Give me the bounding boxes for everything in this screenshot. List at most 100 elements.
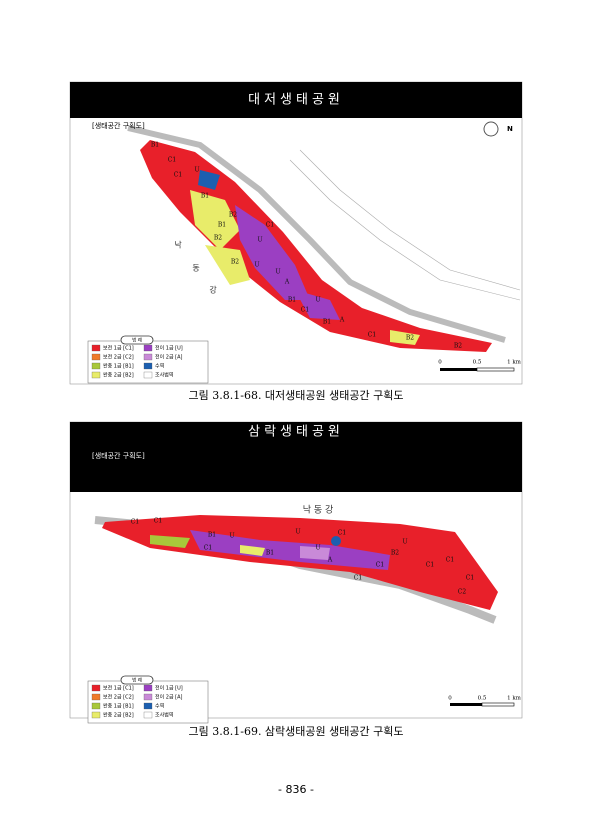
map-label: C1 bbox=[154, 518, 162, 525]
scale-label: 0.5 bbox=[473, 360, 482, 366]
map-label: A bbox=[284, 279, 290, 286]
map-label: B2 bbox=[406, 335, 414, 342]
figure-caption: 그림 3.8.1-69. 삼락생태공원 생태공간 구획도 bbox=[189, 725, 404, 738]
map-label: B2 bbox=[214, 235, 222, 242]
map-label: C1 bbox=[131, 519, 139, 526]
map-label: B2 bbox=[391, 550, 399, 557]
scale-label: 1 km bbox=[507, 360, 522, 366]
map-label: C1 bbox=[174, 172, 182, 179]
map-label: B1 bbox=[208, 532, 216, 539]
scale-label: 0 bbox=[438, 360, 442, 366]
page-number: - 836 - bbox=[278, 783, 314, 796]
river-label: 강 bbox=[209, 285, 217, 295]
legend-swatch bbox=[91, 371, 101, 379]
map-label: C2 bbox=[458, 589, 467, 596]
legend-label: 전이 1급 [U] bbox=[155, 345, 183, 352]
map-label: B2 bbox=[454, 343, 462, 350]
figure-subtitle: [생태공간 구획도] bbox=[92, 121, 145, 130]
legend-swatch bbox=[91, 693, 101, 701]
legend-label: 완충 2급 [B2] bbox=[103, 372, 134, 379]
map-label: B1 bbox=[266, 550, 274, 557]
map-label: B2 bbox=[229, 212, 237, 219]
map-label: U bbox=[275, 269, 280, 276]
map-label: C1 bbox=[446, 557, 454, 564]
map-label: C1 bbox=[204, 545, 212, 552]
scale-bar bbox=[481, 702, 515, 707]
legend-swatch bbox=[91, 711, 101, 719]
scale-bar bbox=[476, 367, 515, 372]
map-label: C1 bbox=[338, 530, 346, 537]
river-label: 동 bbox=[192, 264, 199, 273]
legend-swatch bbox=[143, 711, 153, 719]
legend-swatch bbox=[91, 353, 101, 361]
figure-header: 삼락생태공원 bbox=[248, 425, 344, 440]
legend-swatch bbox=[91, 684, 101, 692]
legend-title-box bbox=[120, 335, 154, 345]
map-label: C1 bbox=[466, 575, 474, 582]
compass-label: N bbox=[507, 125, 513, 133]
map-label: U bbox=[315, 545, 320, 552]
legend-label: 보전 1급 [C1] bbox=[103, 685, 134, 692]
figure-header-bar bbox=[70, 422, 522, 492]
river-label: 낙 동 강 bbox=[303, 505, 334, 516]
map-label: C1 bbox=[368, 332, 376, 339]
scale-bar bbox=[440, 368, 477, 371]
map-label: U bbox=[257, 237, 262, 244]
map-label: U bbox=[194, 167, 199, 174]
legend-label: 수역 bbox=[155, 703, 164, 710]
legend-swatch bbox=[91, 702, 101, 710]
legend-title: 범 례 bbox=[132, 337, 142, 344]
map bbox=[127, 125, 521, 352]
legend-swatch bbox=[143, 362, 153, 370]
legend-swatch bbox=[143, 702, 153, 710]
legend-swatch bbox=[91, 362, 101, 370]
compass bbox=[483, 121, 499, 137]
legend-swatch bbox=[91, 344, 101, 352]
river-label: 낙 bbox=[174, 240, 182, 250]
map-label: U bbox=[402, 539, 407, 546]
legend-swatch bbox=[143, 693, 153, 701]
scale-label: 0.5 bbox=[478, 696, 487, 702]
scale-bar bbox=[450, 703, 482, 706]
map-label: B1 bbox=[323, 319, 331, 326]
map-label: U bbox=[254, 262, 259, 269]
legend-label: 전이 1급 [U] bbox=[155, 685, 183, 692]
legend-label: 보전 2급 [C2] bbox=[103, 354, 134, 361]
map-label: U bbox=[229, 533, 234, 540]
legend-label: 완충 2급 [B2] bbox=[103, 712, 134, 719]
legend-swatch bbox=[143, 353, 153, 361]
map-label: A bbox=[339, 317, 345, 324]
legend-swatch bbox=[143, 371, 153, 379]
map-label: C1 bbox=[426, 562, 434, 569]
scale-label: 1 km bbox=[507, 696, 522, 702]
map-label: B2 bbox=[231, 259, 239, 266]
legend-label: 전이 2급 [A] bbox=[155, 354, 183, 361]
figure-subtitle: [생태공간 구획도] bbox=[92, 451, 145, 460]
figure-caption: 그림 3.8.1-68. 대저생태공원 생태공간 구획도 bbox=[189, 389, 404, 402]
legend-label: 보전 2급 [C2] bbox=[103, 694, 134, 701]
map-label: C1 bbox=[266, 222, 274, 229]
map-label: U bbox=[315, 297, 320, 304]
map-label: B1 bbox=[151, 142, 159, 149]
legend-label: 완충 1급 [B1] bbox=[103, 703, 134, 710]
map-label: C1 bbox=[376, 562, 384, 569]
legend-label: 전이 2급 [A] bbox=[155, 694, 183, 701]
map-label: B1 bbox=[218, 222, 226, 229]
figure-header: 대저생태공원 bbox=[248, 93, 344, 108]
map-label: C1 bbox=[301, 307, 309, 314]
legend-label: 완충 1급 [B1] bbox=[103, 363, 134, 370]
map-label: B1 bbox=[288, 297, 296, 304]
map-label: U bbox=[295, 529, 300, 536]
legend-label: 수역 bbox=[155, 363, 164, 370]
scale-label: 0 bbox=[448, 696, 452, 702]
legend-swatch bbox=[143, 344, 153, 352]
legend-label: 보전 1급 [C1] bbox=[103, 345, 134, 352]
map-label: A bbox=[327, 557, 333, 564]
figure-header-bar bbox=[70, 82, 522, 118]
legend-title: 범 례 bbox=[132, 677, 142, 684]
legend-label: 조사범역 bbox=[155, 712, 173, 719]
legend-title-box bbox=[120, 675, 154, 685]
map-label: C1 bbox=[168, 157, 176, 164]
